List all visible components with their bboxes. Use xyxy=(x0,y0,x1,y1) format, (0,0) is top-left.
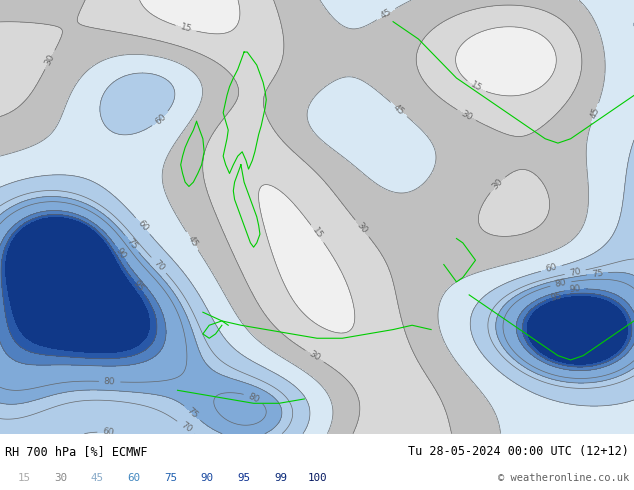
Text: 60: 60 xyxy=(153,112,168,126)
Text: 80: 80 xyxy=(247,391,261,404)
Text: 45: 45 xyxy=(392,102,406,117)
Text: 60: 60 xyxy=(545,263,558,274)
Text: 90: 90 xyxy=(200,473,214,483)
Text: 80: 80 xyxy=(554,278,567,289)
Text: RH 700 hPa [%] ECMWF: RH 700 hPa [%] ECMWF xyxy=(5,445,148,458)
Text: 30: 30 xyxy=(355,221,369,236)
Text: 70: 70 xyxy=(569,267,582,278)
Text: 95: 95 xyxy=(131,278,145,293)
Text: 45: 45 xyxy=(589,106,601,120)
Text: 60: 60 xyxy=(136,219,150,233)
Text: 30: 30 xyxy=(490,177,505,192)
Text: 90: 90 xyxy=(114,246,127,261)
Text: Tu 28-05-2024 00:00 UTC (12+12): Tu 28-05-2024 00:00 UTC (12+12) xyxy=(408,445,629,458)
Text: 15: 15 xyxy=(179,23,193,34)
Text: 45: 45 xyxy=(91,473,104,483)
Text: 80: 80 xyxy=(104,377,115,386)
Text: 30: 30 xyxy=(307,349,322,363)
Text: 30: 30 xyxy=(459,108,474,122)
Text: © weatheronline.co.uk: © weatheronline.co.uk xyxy=(498,473,629,483)
Text: 60: 60 xyxy=(102,427,114,438)
Text: 15: 15 xyxy=(469,80,484,94)
Text: 100: 100 xyxy=(307,473,327,483)
Text: 45: 45 xyxy=(185,234,199,248)
Text: 75: 75 xyxy=(164,473,177,483)
Text: 75: 75 xyxy=(125,237,139,251)
Text: 99: 99 xyxy=(274,473,287,483)
Text: 45: 45 xyxy=(379,7,393,21)
Text: 75: 75 xyxy=(185,406,200,420)
Text: 15: 15 xyxy=(18,473,30,483)
Text: 60: 60 xyxy=(127,473,141,483)
Text: 95: 95 xyxy=(550,291,563,303)
Text: 15: 15 xyxy=(310,226,325,241)
Text: 70: 70 xyxy=(179,420,193,435)
Text: 75: 75 xyxy=(592,269,604,279)
Text: 70: 70 xyxy=(152,258,166,272)
Text: 30: 30 xyxy=(54,473,67,483)
Text: 95: 95 xyxy=(237,473,250,483)
Text: 30: 30 xyxy=(43,52,56,67)
Text: 90: 90 xyxy=(569,285,581,294)
